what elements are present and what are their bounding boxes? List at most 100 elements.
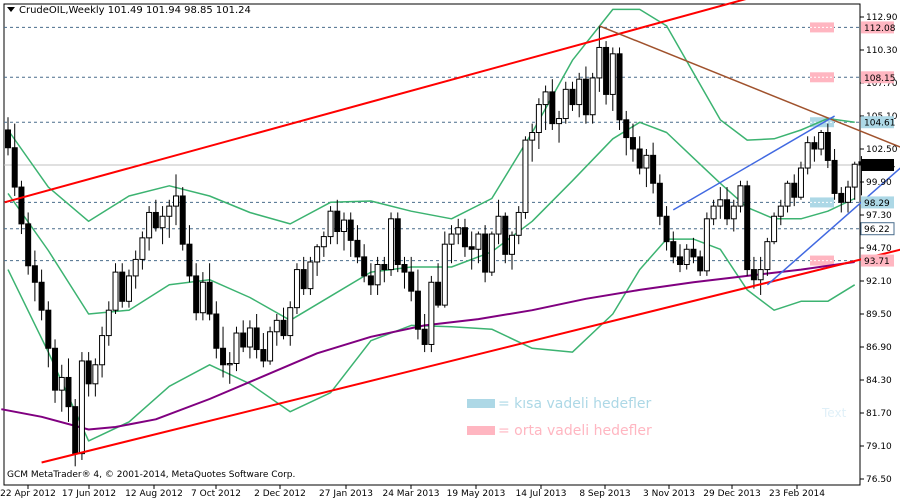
lower-channel-line — [41, 248, 900, 464]
candle-body-up — [717, 199, 724, 207]
candle-body-down — [240, 332, 247, 348]
candle — [65, 358, 72, 422]
candle-body-down — [435, 281, 442, 306]
candle — [569, 81, 576, 111]
x-tick-label: 24 Mar 2013 — [382, 489, 439, 499]
candle — [193, 263, 200, 321]
candle — [502, 212, 509, 264]
candle — [730, 199, 737, 232]
legend-label-mid: = orta vadeli hedefler — [498, 423, 652, 439]
candle-body-down — [408, 271, 415, 292]
candle — [475, 231, 482, 264]
candle — [650, 142, 657, 194]
short-channel-lower-line — [766, 167, 900, 286]
candle — [146, 206, 153, 251]
candle — [226, 352, 233, 384]
candle-body-up — [777, 205, 784, 217]
candle-body-down — [623, 119, 630, 139]
candle-body-down — [354, 239, 361, 258]
candle — [179, 187, 186, 251]
candle — [703, 212, 710, 276]
candle — [488, 231, 495, 276]
candle — [515, 206, 522, 245]
candle-body-up — [771, 215, 778, 243]
candle-body-down — [381, 264, 388, 271]
x-tick-label: 22 Apr 2012 — [0, 489, 56, 499]
candle — [327, 206, 334, 245]
candle — [818, 129, 825, 156]
candle — [461, 218, 468, 257]
candle-body-down — [179, 195, 186, 245]
candle-body-up — [139, 237, 146, 260]
bollinger-lower-line — [7, 238, 856, 442]
bollinger-upper-line — [7, 8, 855, 225]
candle-body-down — [461, 227, 468, 248]
candle — [616, 47, 623, 130]
candle — [737, 180, 744, 213]
candle-body-down — [260, 349, 267, 362]
candle — [764, 237, 771, 276]
y-tick-label: 81.70 — [866, 409, 892, 419]
candle-body-down — [421, 328, 428, 345]
trend-lines — [4, 0, 900, 464]
candle — [542, 85, 549, 130]
candle-body-down — [280, 319, 287, 337]
candle-body-down — [18, 186, 25, 225]
candle-body-up — [105, 309, 112, 337]
candle-body-up — [273, 319, 280, 333]
candle — [25, 212, 32, 275]
level-lines — [4, 26, 860, 262]
candle-body-up — [78, 360, 85, 455]
candle-body-down — [414, 290, 421, 330]
candle — [529, 123, 536, 162]
candle-body-down — [824, 132, 831, 161]
candle-body-down — [300, 269, 307, 290]
y-tick-label: 84.30 — [866, 376, 892, 386]
candle-body-up — [233, 332, 240, 364]
candle — [78, 352, 85, 460]
candle — [851, 161, 858, 200]
candle-body-up — [529, 132, 536, 141]
candle — [300, 256, 307, 295]
candle-body-down — [831, 159, 838, 194]
candle-body-down — [636, 148, 643, 169]
candle — [556, 110, 563, 143]
candle-body-down — [616, 53, 623, 121]
candle-body-down — [186, 243, 193, 277]
candle-body-down — [502, 215, 509, 255]
y-tick-label: 94.70 — [866, 244, 892, 254]
candle-body-down — [25, 223, 32, 267]
candle-body-down — [31, 265, 38, 283]
candle — [509, 231, 515, 270]
candle-body-up — [596, 46, 603, 79]
candle — [11, 123, 18, 196]
candle — [394, 212, 401, 273]
y-tick-label: 107.70 — [866, 79, 898, 89]
candle — [267, 326, 274, 365]
candle-body-up — [710, 205, 717, 220]
level-price-label: 93.71 — [861, 254, 894, 267]
candle — [744, 180, 751, 276]
candle — [596, 25, 603, 92]
candle — [656, 174, 663, 226]
candle — [791, 174, 798, 207]
level-price-label: 112.08 — [861, 21, 896, 34]
candle — [831, 149, 838, 200]
candle — [293, 263, 300, 314]
dropdown-triangle-icon[interactable] — [7, 7, 15, 12]
candle-body-down — [213, 313, 220, 349]
candle — [125, 269, 132, 308]
candle — [428, 275, 435, 353]
candle-body-up — [92, 364, 99, 385]
level-price-label: 98.29 — [861, 196, 894, 209]
candle — [320, 231, 327, 257]
candle — [213, 301, 220, 359]
candle — [629, 123, 636, 162]
candle — [804, 136, 811, 175]
candle — [562, 81, 569, 124]
level-price-label-bg — [861, 196, 894, 209]
level-price-label-bg — [860, 222, 895, 236]
moving-average-line — [1, 261, 855, 431]
